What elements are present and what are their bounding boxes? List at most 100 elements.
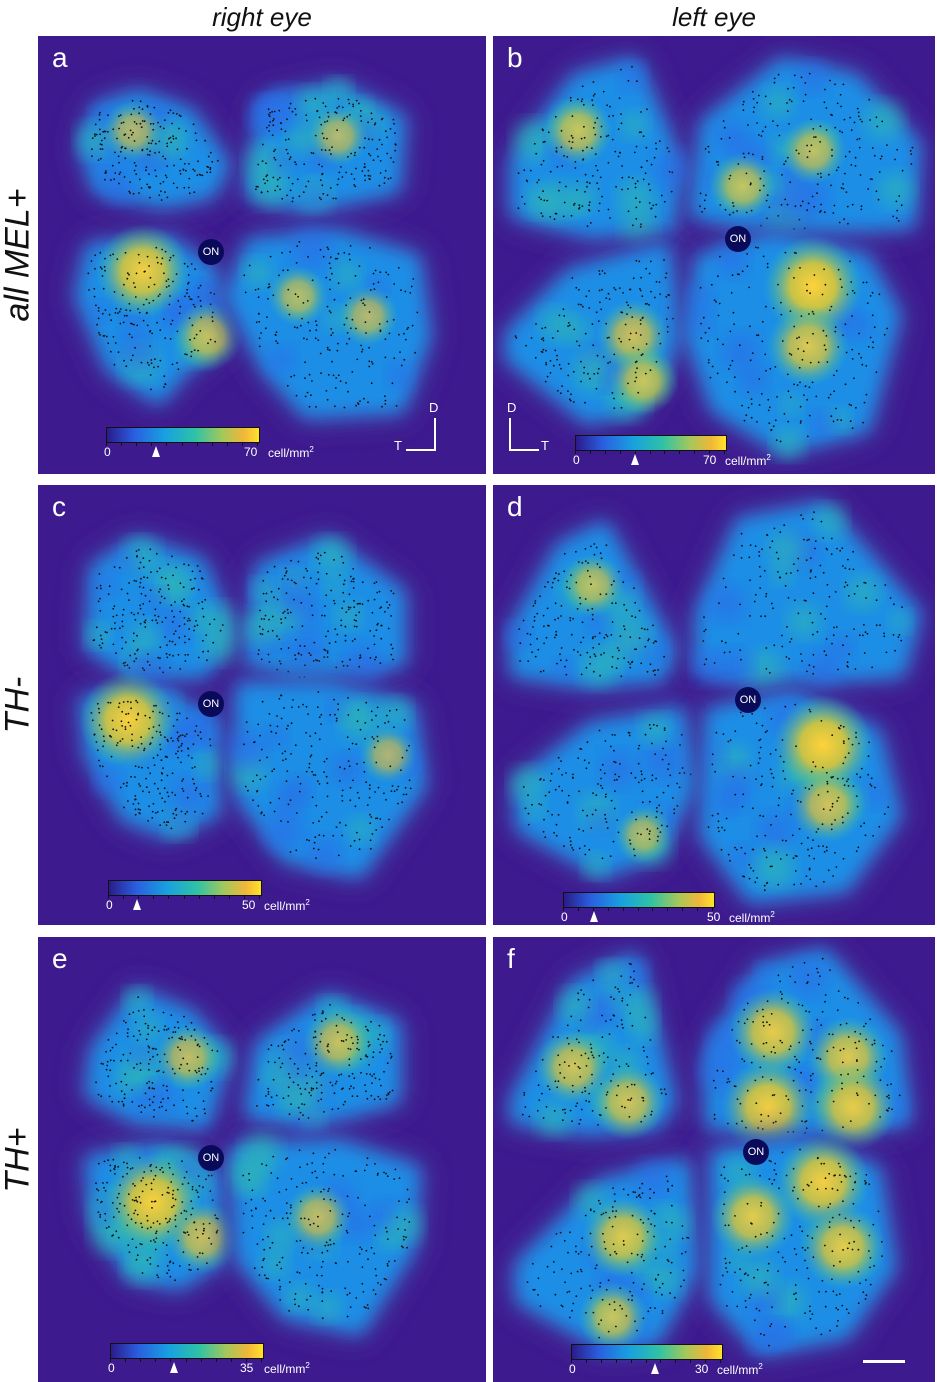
cell-dot [142, 1177, 144, 1179]
cell-dot [804, 1089, 807, 1091]
cell-dot [655, 816, 658, 819]
cell-dot [570, 393, 572, 396]
cell-dot [619, 635, 622, 638]
cell-dot [353, 1077, 356, 1080]
cell-dot [131, 1089, 133, 1091]
cell-dot [260, 811, 263, 814]
cell-dot [662, 791, 665, 794]
cell-dot [582, 636, 585, 639]
cell-dot [604, 817, 607, 820]
cell-dot [606, 635, 609, 638]
cell-dot [578, 344, 581, 347]
cell-dot [321, 132, 324, 135]
density-patch [526, 187, 556, 216]
cell-dot [329, 1243, 332, 1246]
cell-dot [640, 833, 642, 836]
cell-dot [99, 1213, 102, 1216]
cell-dot [348, 593, 351, 596]
cell-dot [244, 785, 247, 788]
cell-dot [749, 615, 751, 617]
cell-dot [105, 1050, 107, 1053]
cell-dot [889, 597, 892, 599]
cell-dot [352, 580, 355, 583]
cell-dot [837, 1308, 839, 1311]
cell-dot [365, 332, 367, 334]
cell-dot [156, 570, 159, 573]
cell-dot [562, 308, 565, 311]
cell-dot [309, 755, 312, 758]
cell-dot [842, 762, 845, 765]
cell-dot [871, 666, 873, 669]
cell-dot [561, 385, 563, 387]
cell-dot [591, 323, 594, 326]
cell-dot [208, 623, 211, 625]
cell-dot [169, 1275, 172, 1278]
cell-dot [193, 625, 196, 628]
cell-dot [162, 671, 165, 674]
cell-dot [267, 113, 270, 116]
cell-dot [185, 1210, 188, 1213]
cell-dot [627, 304, 630, 307]
cell-dot [178, 712, 181, 715]
cell-dot [667, 1190, 670, 1192]
cell-dot [189, 619, 191, 622]
density-patch [634, 1161, 673, 1200]
cell-dot [828, 173, 830, 176]
cell-dot [825, 1187, 827, 1190]
cell-dot [268, 618, 270, 621]
cell-dot [357, 402, 359, 404]
cell-dot [801, 1105, 804, 1107]
cell-dot [628, 962, 631, 965]
cell-dot [371, 833, 374, 835]
cell-dot [118, 161, 120, 164]
cell-dot [123, 664, 126, 667]
cell-dot [772, 120, 774, 122]
cell-dot [588, 201, 591, 204]
cell-dot [337, 97, 340, 100]
cell-dot [574, 167, 577, 169]
cell-dot [563, 155, 565, 157]
cell-dot [649, 369, 652, 372]
cell-dot [769, 753, 772, 755]
cell-dot [839, 549, 842, 552]
cell-dot [118, 127, 120, 130]
cell-dot [106, 1181, 108, 1184]
cell-dot [637, 348, 640, 351]
cell-dot [792, 1079, 795, 1082]
density-map [80, 984, 426, 1340]
cell-dot [196, 174, 199, 177]
cell-dot [354, 275, 357, 277]
cell-dot [665, 318, 668, 320]
cell-dot [368, 360, 371, 363]
cell-dot [599, 769, 602, 771]
cell-dot [196, 624, 199, 627]
cell-dot [754, 881, 757, 884]
density-patch [688, 310, 713, 335]
cell-dot [634, 186, 637, 189]
cell-dot [216, 159, 219, 162]
cell-dot [144, 594, 147, 597]
cell-dot [855, 406, 857, 409]
cell-dot [171, 555, 173, 558]
cell-dot [308, 373, 311, 376]
cell-dot [641, 1182, 644, 1185]
cell-dot [140, 592, 143, 595]
cell-dot [561, 773, 563, 776]
cell-dot [630, 1083, 633, 1086]
cell-dot [167, 588, 170, 590]
cell-dot [766, 881, 769, 884]
cell-dot [870, 777, 873, 780]
cell-dot [342, 591, 345, 594]
cell-dot [297, 295, 299, 298]
cell-dot [735, 1122, 738, 1125]
cell-dot [276, 342, 279, 345]
cell-dot [393, 122, 395, 125]
cell-dot [777, 1212, 780, 1215]
cell-dot [174, 601, 176, 603]
cell-dot [207, 155, 210, 158]
cell-dot [769, 546, 771, 549]
cell-dot [106, 631, 108, 634]
cell-dot [732, 211, 735, 214]
cell-dot [109, 1059, 112, 1062]
cell-dot [621, 1023, 623, 1026]
